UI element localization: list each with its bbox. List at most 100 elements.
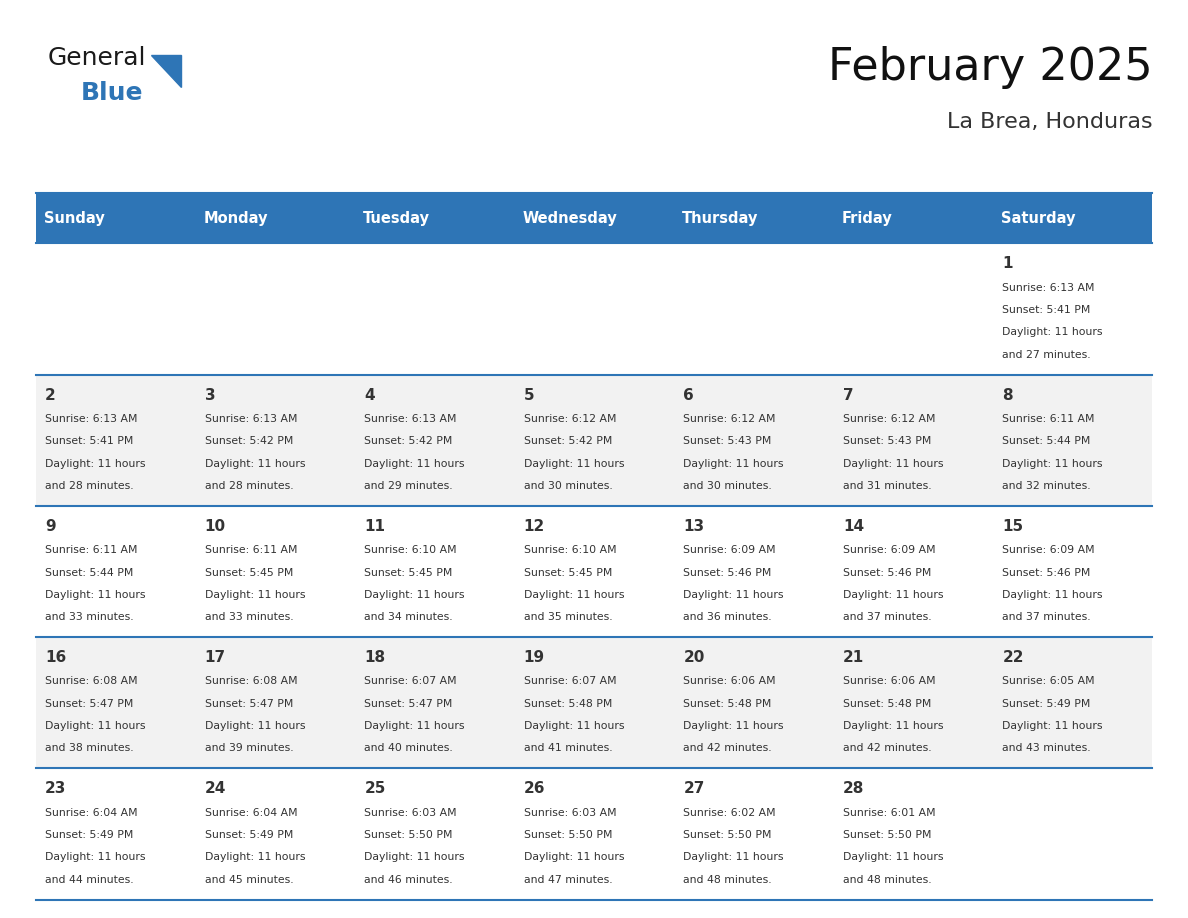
- Text: Sunrise: 6:12 AM: Sunrise: 6:12 AM: [524, 414, 617, 424]
- Text: Sunset: 5:42 PM: Sunset: 5:42 PM: [524, 436, 612, 446]
- Text: 1: 1: [1003, 256, 1013, 272]
- Text: 12: 12: [524, 519, 545, 534]
- Text: Sunrise: 6:13 AM: Sunrise: 6:13 AM: [45, 414, 138, 424]
- Text: and 41 minutes.: and 41 minutes.: [524, 744, 613, 754]
- Text: Sunrise: 6:07 AM: Sunrise: 6:07 AM: [365, 677, 457, 687]
- Text: Daylight: 11 hours: Daylight: 11 hours: [45, 590, 146, 599]
- Text: Monday: Monday: [203, 210, 267, 226]
- Text: Daylight: 11 hours: Daylight: 11 hours: [1003, 328, 1102, 337]
- Bar: [36, 375, 195, 506]
- Text: Sunset: 5:43 PM: Sunset: 5:43 PM: [683, 436, 772, 446]
- Text: 5: 5: [524, 387, 535, 403]
- Text: Sunset: 5:45 PM: Sunset: 5:45 PM: [365, 567, 453, 577]
- Text: Sunset: 5:50 PM: Sunset: 5:50 PM: [365, 830, 453, 840]
- Text: Friday: Friday: [841, 210, 892, 226]
- Text: Sunset: 5:44 PM: Sunset: 5:44 PM: [45, 567, 133, 577]
- Text: General: General: [48, 46, 146, 70]
- Text: and 43 minutes.: and 43 minutes.: [1003, 744, 1091, 754]
- Text: and 35 minutes.: and 35 minutes.: [524, 612, 613, 622]
- Text: 19: 19: [524, 650, 545, 666]
- Text: and 48 minutes.: and 48 minutes.: [842, 875, 931, 885]
- Text: Sunrise: 6:12 AM: Sunrise: 6:12 AM: [842, 414, 935, 424]
- Bar: [195, 506, 355, 637]
- Text: Sunset: 5:41 PM: Sunset: 5:41 PM: [1003, 305, 1091, 315]
- Text: Daylight: 11 hours: Daylight: 11 hours: [45, 459, 146, 468]
- Text: Tuesday: Tuesday: [362, 210, 430, 226]
- Text: and 33 minutes.: and 33 minutes.: [204, 612, 293, 622]
- Text: and 28 minutes.: and 28 minutes.: [204, 481, 293, 491]
- Text: Daylight: 11 hours: Daylight: 11 hours: [204, 722, 305, 731]
- Text: and 42 minutes.: and 42 minutes.: [683, 744, 772, 754]
- Bar: [514, 637, 674, 768]
- Text: Sunrise: 6:11 AM: Sunrise: 6:11 AM: [45, 545, 138, 555]
- Text: Daylight: 11 hours: Daylight: 11 hours: [524, 459, 625, 468]
- Bar: [195, 243, 355, 375]
- Text: 2: 2: [45, 387, 56, 403]
- Text: Wednesday: Wednesday: [523, 210, 617, 226]
- Text: Daylight: 11 hours: Daylight: 11 hours: [1003, 722, 1102, 731]
- Text: 10: 10: [204, 519, 226, 534]
- Text: Sunrise: 6:12 AM: Sunrise: 6:12 AM: [683, 414, 776, 424]
- Text: 3: 3: [204, 387, 215, 403]
- Text: and 39 minutes.: and 39 minutes.: [204, 744, 293, 754]
- Text: Sunset: 5:45 PM: Sunset: 5:45 PM: [524, 567, 612, 577]
- Bar: [514, 506, 674, 637]
- Text: Sunset: 5:49 PM: Sunset: 5:49 PM: [204, 830, 293, 840]
- Text: Sunday: Sunday: [44, 210, 105, 226]
- Text: and 32 minutes.: and 32 minutes.: [1003, 481, 1091, 491]
- Text: Daylight: 11 hours: Daylight: 11 hours: [842, 590, 943, 599]
- Bar: [993, 768, 1152, 900]
- Text: and 42 minutes.: and 42 minutes.: [842, 744, 931, 754]
- Bar: [355, 506, 514, 637]
- Bar: [355, 193, 514, 243]
- Text: 27: 27: [683, 781, 704, 797]
- Text: 24: 24: [204, 781, 226, 797]
- Text: Sunrise: 6:05 AM: Sunrise: 6:05 AM: [1003, 677, 1095, 687]
- Text: Daylight: 11 hours: Daylight: 11 hours: [683, 459, 784, 468]
- Text: Daylight: 11 hours: Daylight: 11 hours: [842, 853, 943, 862]
- Text: 16: 16: [45, 650, 67, 666]
- Bar: [36, 506, 195, 637]
- Bar: [514, 375, 674, 506]
- Text: Sunset: 5:46 PM: Sunset: 5:46 PM: [683, 567, 772, 577]
- Text: Sunset: 5:43 PM: Sunset: 5:43 PM: [842, 436, 931, 446]
- Bar: [993, 375, 1152, 506]
- Text: Daylight: 11 hours: Daylight: 11 hours: [204, 459, 305, 468]
- Text: 8: 8: [1003, 387, 1013, 403]
- Text: Sunrise: 6:13 AM: Sunrise: 6:13 AM: [204, 414, 297, 424]
- Text: Sunset: 5:50 PM: Sunset: 5:50 PM: [683, 830, 772, 840]
- Text: Sunrise: 6:09 AM: Sunrise: 6:09 AM: [683, 545, 776, 555]
- Text: and 30 minutes.: and 30 minutes.: [683, 481, 772, 491]
- Text: and 33 minutes.: and 33 minutes.: [45, 612, 134, 622]
- Text: and 40 minutes.: and 40 minutes.: [365, 744, 453, 754]
- Text: Sunset: 5:46 PM: Sunset: 5:46 PM: [1003, 567, 1091, 577]
- Text: Sunrise: 6:13 AM: Sunrise: 6:13 AM: [1003, 283, 1095, 293]
- Text: Blue: Blue: [81, 81, 144, 105]
- Bar: [195, 193, 355, 243]
- Bar: [833, 193, 993, 243]
- Text: Sunrise: 6:09 AM: Sunrise: 6:09 AM: [842, 545, 935, 555]
- Text: Daylight: 11 hours: Daylight: 11 hours: [45, 722, 146, 731]
- Bar: [674, 243, 833, 375]
- Text: Sunrise: 6:02 AM: Sunrise: 6:02 AM: [683, 808, 776, 818]
- Text: Daylight: 11 hours: Daylight: 11 hours: [204, 853, 305, 862]
- Text: 28: 28: [842, 781, 864, 797]
- Text: and 44 minutes.: and 44 minutes.: [45, 875, 134, 885]
- Text: Sunrise: 6:04 AM: Sunrise: 6:04 AM: [45, 808, 138, 818]
- Bar: [993, 637, 1152, 768]
- Text: Sunset: 5:42 PM: Sunset: 5:42 PM: [365, 436, 453, 446]
- Bar: [993, 193, 1152, 243]
- Text: Daylight: 11 hours: Daylight: 11 hours: [365, 722, 465, 731]
- Text: 15: 15: [1003, 519, 1024, 534]
- Text: and 47 minutes.: and 47 minutes.: [524, 875, 613, 885]
- Bar: [993, 506, 1152, 637]
- Text: Sunrise: 6:09 AM: Sunrise: 6:09 AM: [1003, 545, 1095, 555]
- Text: Sunrise: 6:03 AM: Sunrise: 6:03 AM: [365, 808, 457, 818]
- Text: Daylight: 11 hours: Daylight: 11 hours: [842, 459, 943, 468]
- Text: Sunrise: 6:11 AM: Sunrise: 6:11 AM: [1003, 414, 1095, 424]
- Bar: [833, 637, 993, 768]
- Text: 25: 25: [365, 781, 386, 797]
- Text: Daylight: 11 hours: Daylight: 11 hours: [683, 722, 784, 731]
- Bar: [355, 768, 514, 900]
- Bar: [195, 768, 355, 900]
